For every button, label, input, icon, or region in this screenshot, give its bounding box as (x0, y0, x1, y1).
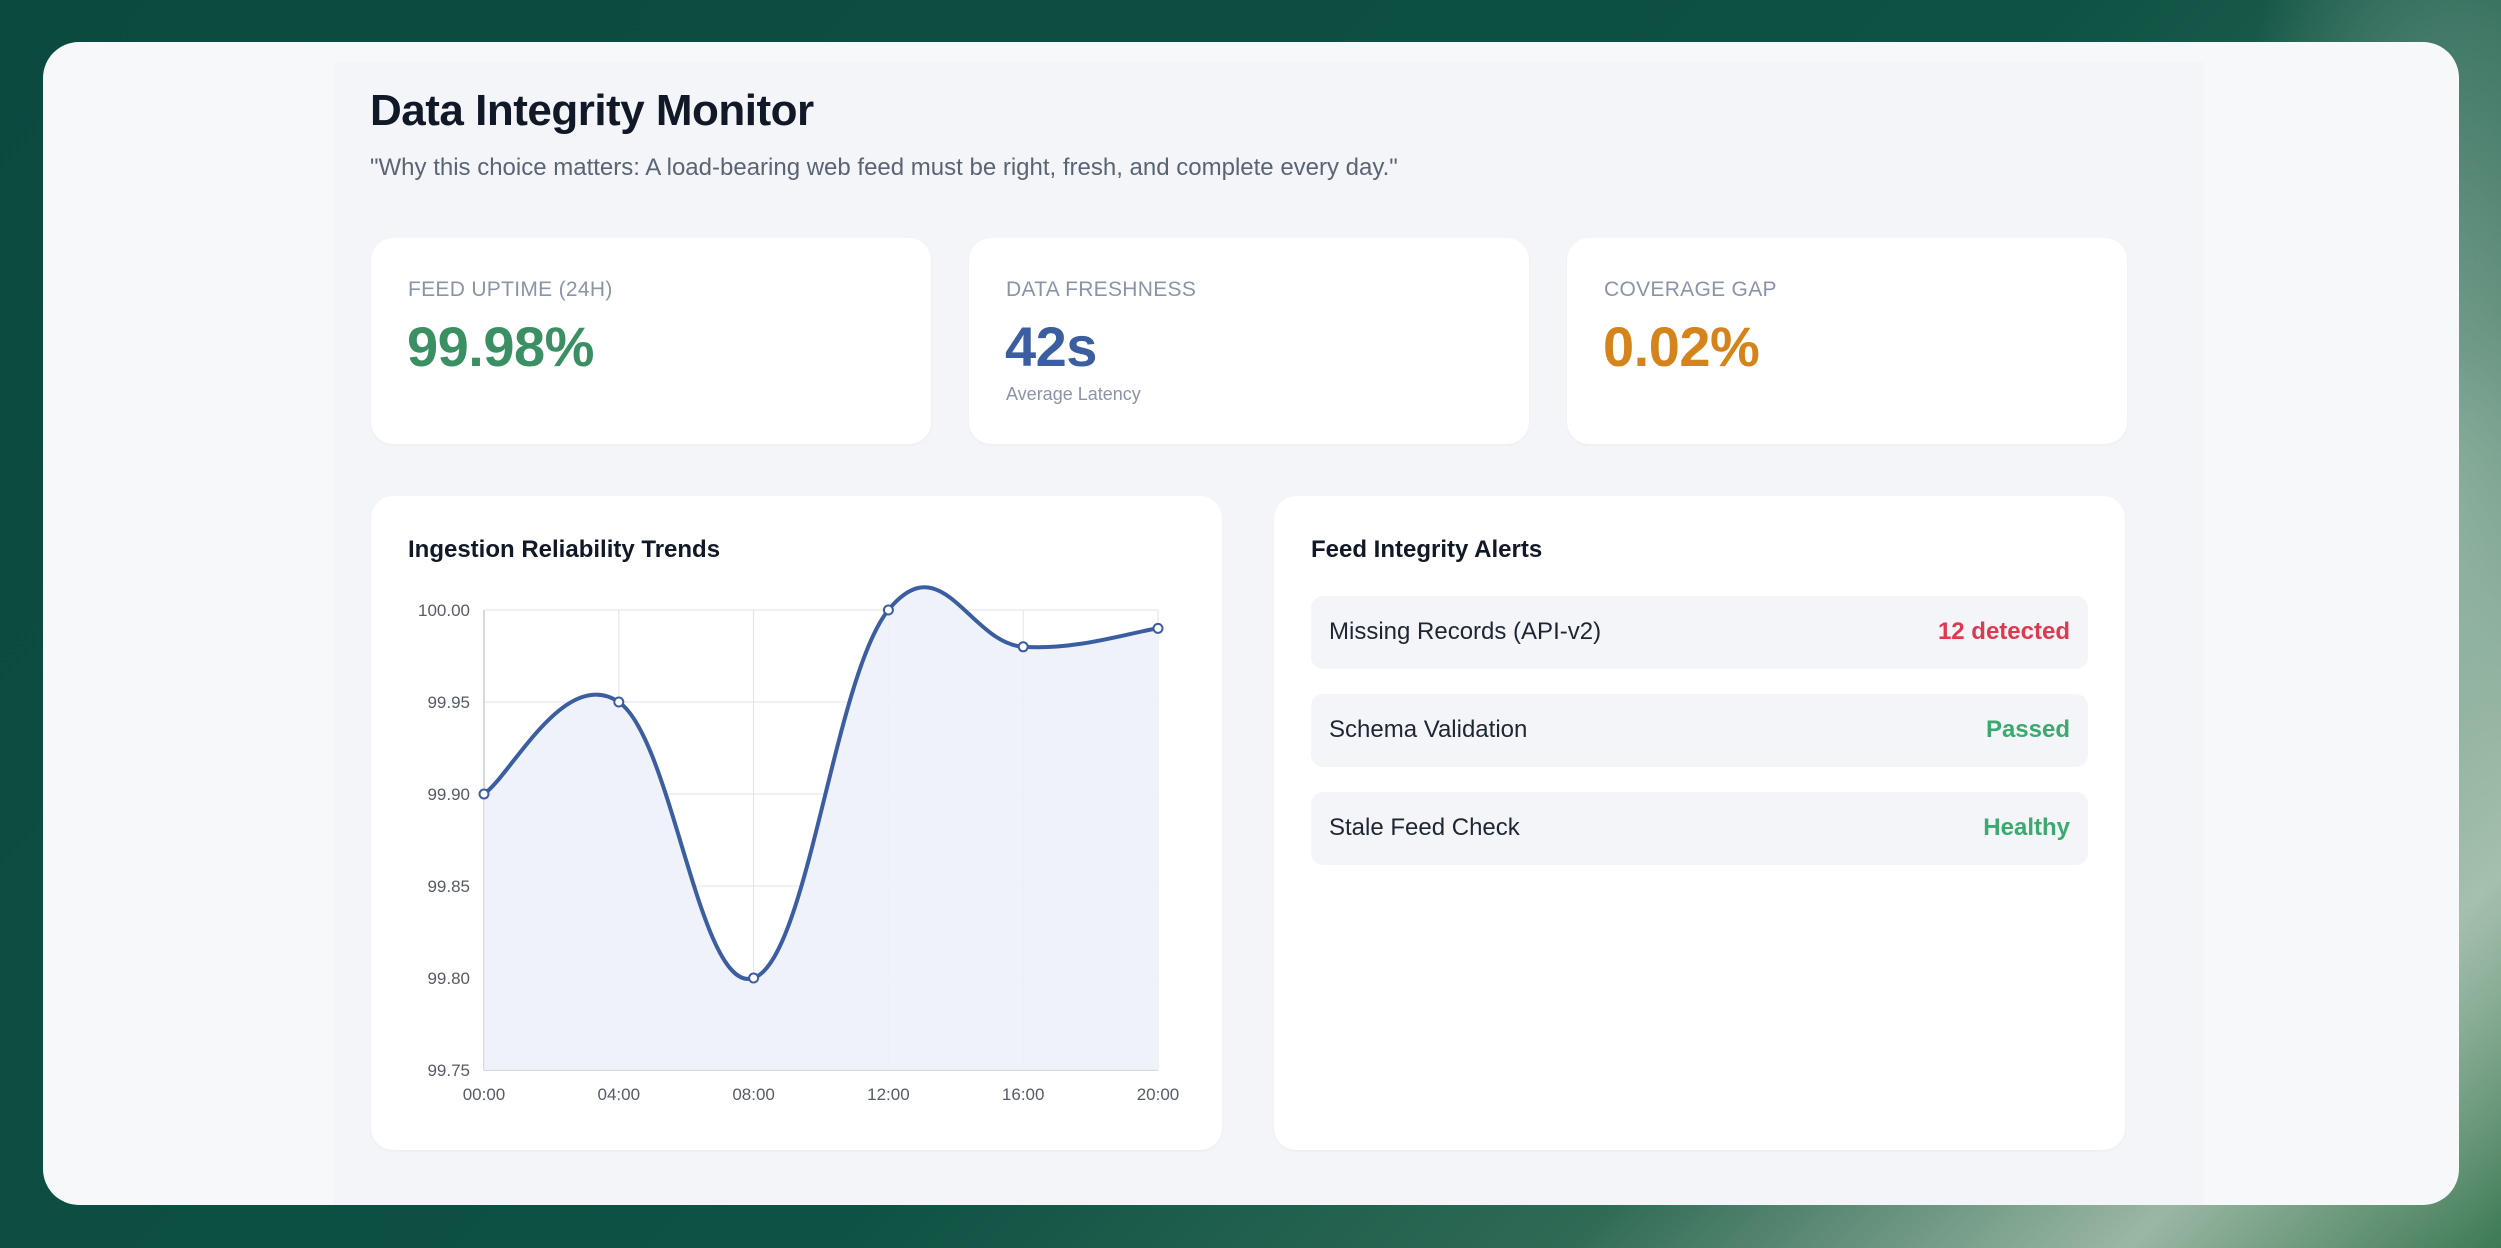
chart-title: Ingestion Reliability Trends (408, 536, 721, 563)
y-tick-label: 99.90 (427, 785, 470, 804)
alert-row-schema-validation[interactable]: Schema Validation Passed (1311, 694, 2088, 767)
data-point (882, 604, 894, 616)
data-point (613, 696, 625, 708)
y-tick-label: 100.00 (418, 601, 470, 620)
alerts-title: Feed Integrity Alerts (1311, 536, 1543, 563)
kpi-label: DATA FRESHNESS (1006, 278, 1197, 301)
kpi-value: 42s (1005, 315, 1097, 378)
page-subtitle: "Why this choice matters: A load-bearing… (370, 154, 1398, 181)
alert-row-missing-records[interactable]: Missing Records (API-v2) 12 detected (1311, 596, 2088, 669)
kpi-label: FEED UPTIME (24H) (408, 278, 613, 301)
kpi-value: 0.02% (1603, 315, 1760, 378)
kpi-sublabel: Average Latency (1006, 384, 1141, 404)
alert-name: Schema Validation (1329, 716, 1528, 743)
alerts-card: Feed Integrity Alerts Missing Records (A… (1274, 496, 2125, 1150)
y-tick-label: 99.80 (427, 969, 470, 988)
data-point (478, 788, 490, 800)
y-tick-label: 99.85 (427, 877, 470, 896)
data-point (1152, 622, 1164, 634)
kpi-card-coverage-gap: COVERAGE GAP 0.02% (1567, 238, 2127, 444)
x-tick-label: 20:00 (1137, 1085, 1180, 1104)
kpi-card-freshness: DATA FRESHNESS 42s Average Latency (969, 238, 1529, 444)
series-area-fill (484, 587, 1158, 1070)
x-tick-label: 04:00 (598, 1085, 641, 1104)
x-tick-label: 08:00 (732, 1085, 775, 1104)
kpi-value: 99.98% (407, 315, 594, 378)
alert-row-stale-feed[interactable]: Stale Feed Check Healthy (1311, 792, 2088, 865)
x-tick-label: 16:00 (1002, 1085, 1045, 1104)
x-tick-label: 12:00 (867, 1085, 910, 1104)
alert-status: Healthy (1983, 814, 2070, 841)
page-title: Data Integrity Monitor (370, 86, 814, 135)
alert-status: 12 detected (1937, 618, 2070, 645)
alert-name: Stale Feed Check (1329, 814, 1520, 841)
chart-card: Ingestion Reliability Trends 99.75 99.80 9… (371, 496, 1222, 1150)
data-point (1017, 641, 1029, 653)
alert-name: Missing Records (API-v2) (1329, 618, 1602, 645)
y-tick-label: 99.95 (427, 693, 470, 712)
alert-status: Passed (1985, 716, 2070, 743)
kpi-card-uptime: FEED UPTIME (24H) 99.98% (371, 238, 931, 444)
kpi-label: COVERAGE GAP (1604, 278, 1777, 301)
x-tick-label: 00:00 (463, 1085, 506, 1104)
y-tick-label: 99.75 (427, 1061, 470, 1080)
data-point (748, 972, 760, 984)
reliability-line-chart: 99.75 99.80 99.85 99.90 99.95 100.00 00:00 04:0… (418, 585, 1180, 1104)
